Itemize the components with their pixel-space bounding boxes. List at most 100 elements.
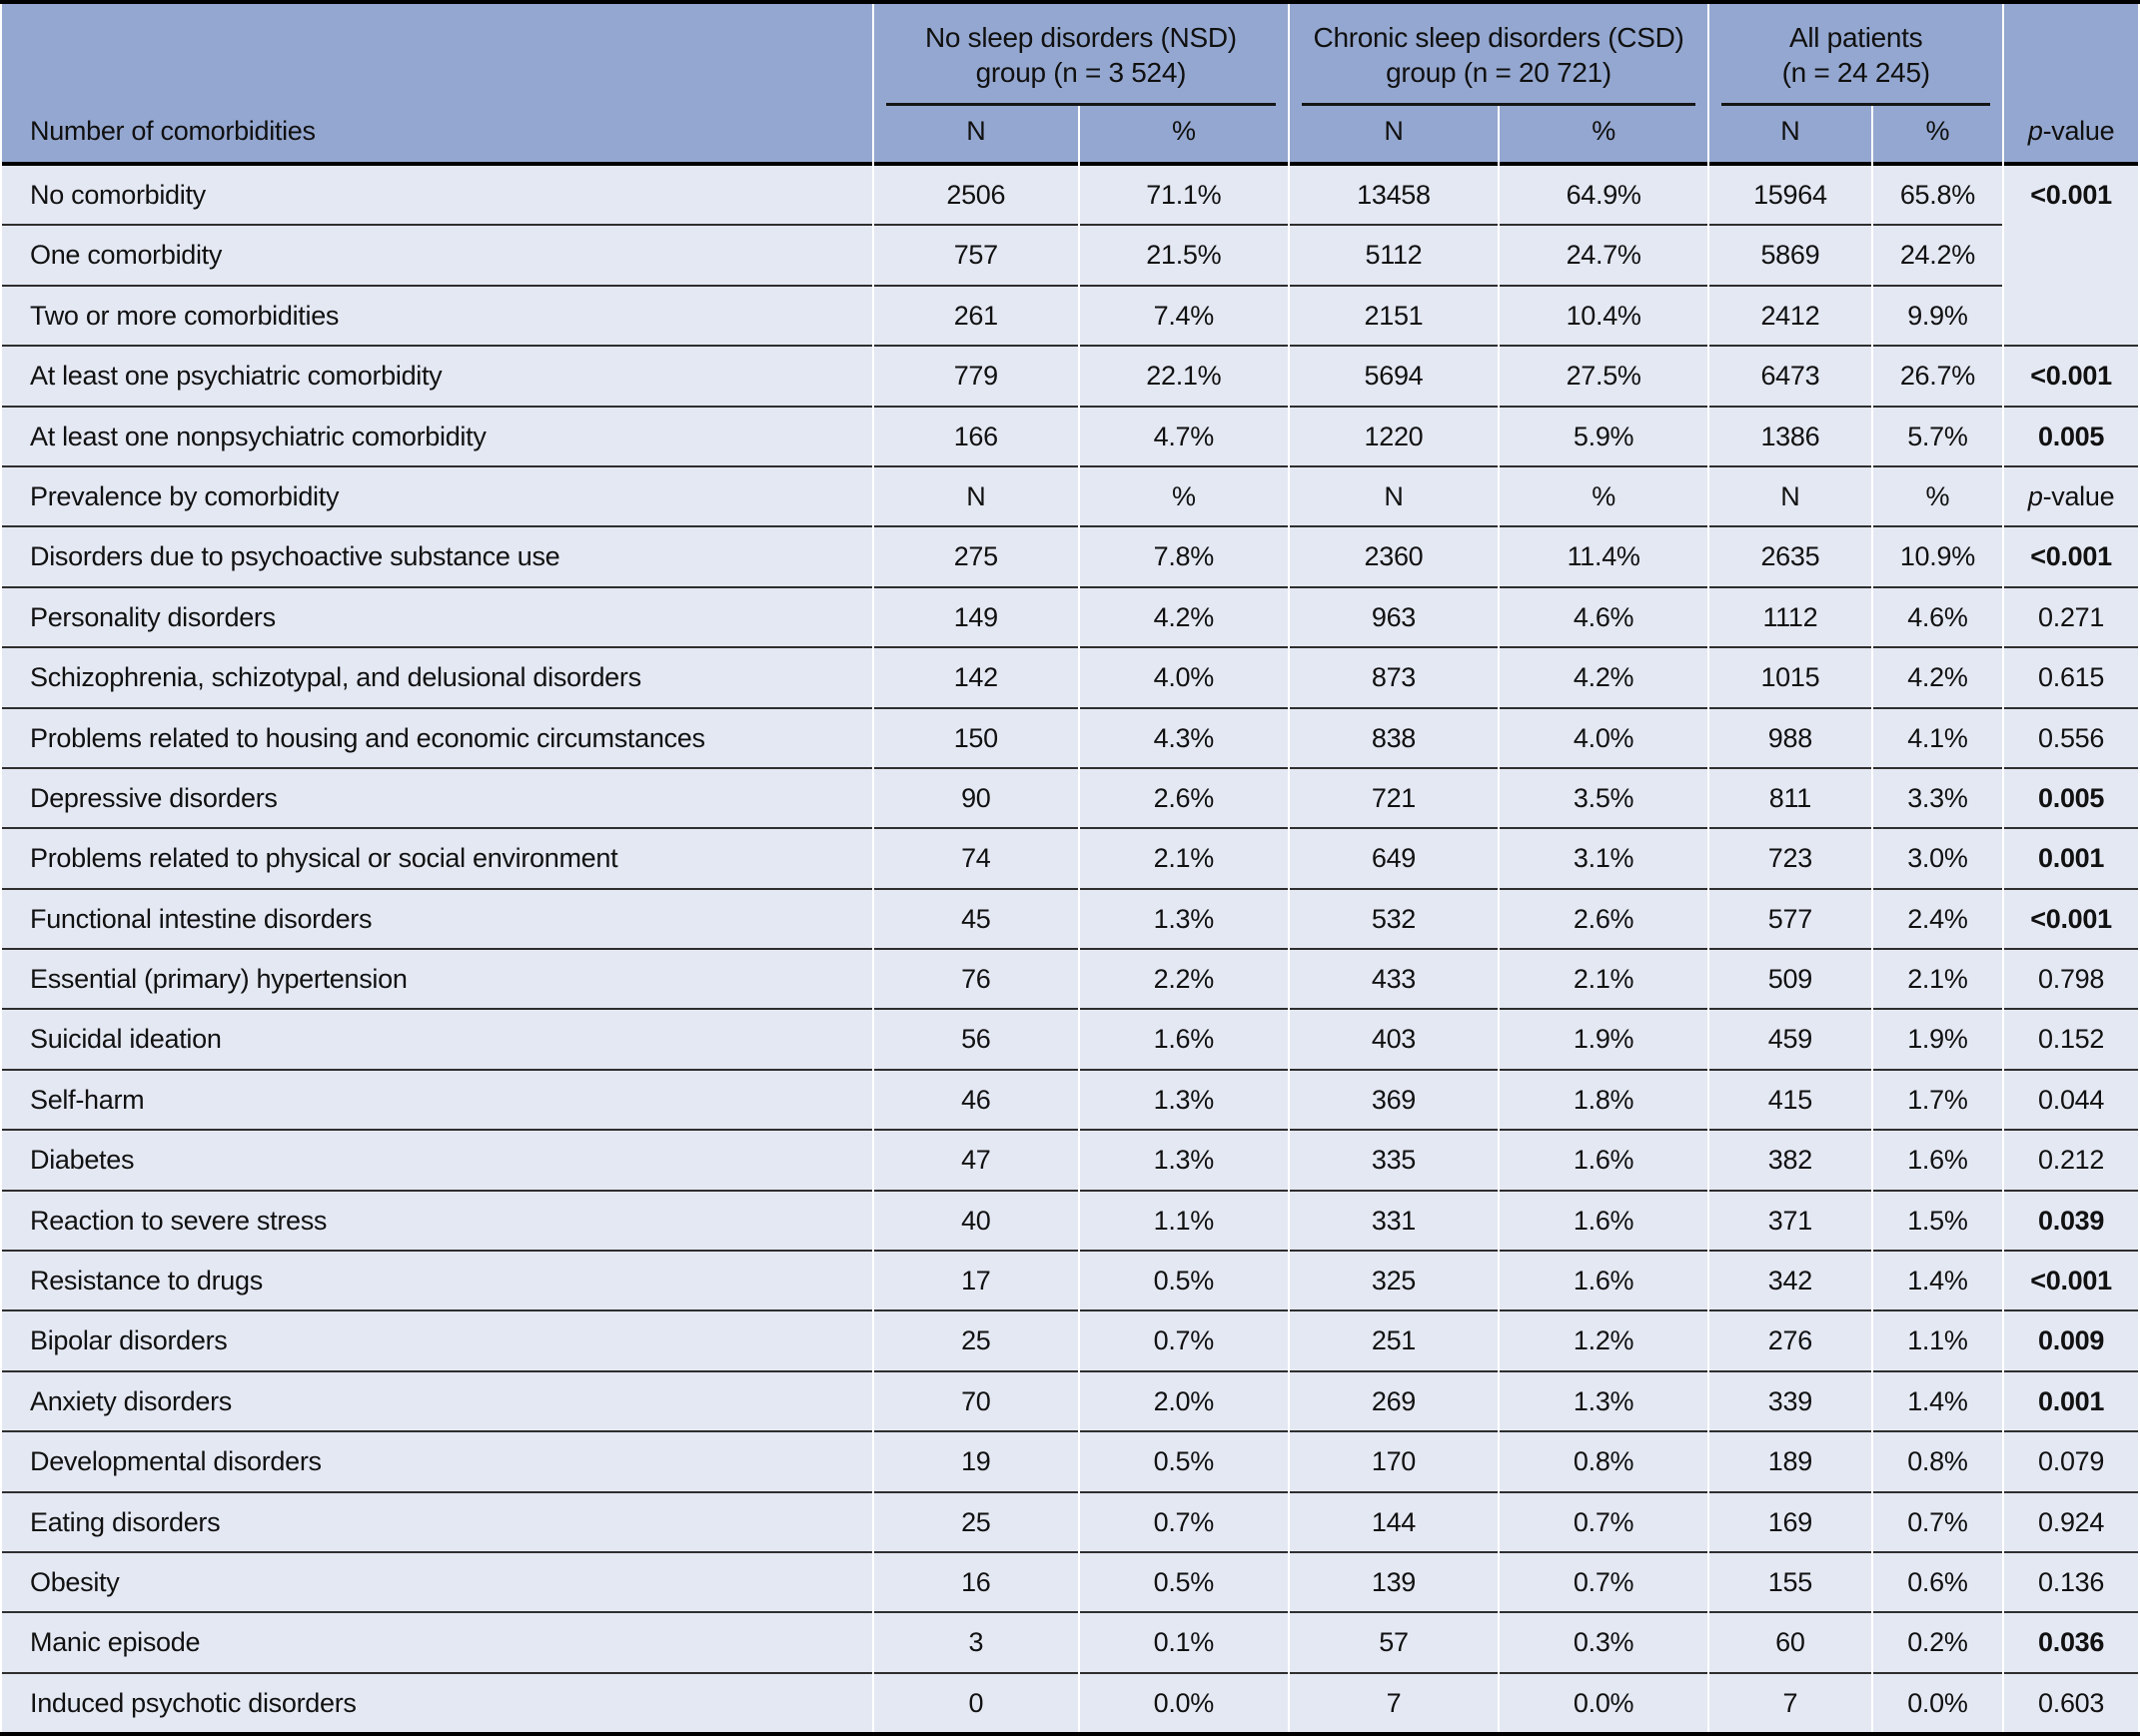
cell-nsd-pct: 4.3% (1079, 708, 1288, 769)
table-row: Problems related to housing and economic… (2, 708, 2138, 769)
cell-nsd-pct: 1.3% (1079, 889, 1288, 951)
cell-csd-n: 369 (1289, 1070, 1499, 1132)
cell-all-n: 189 (1709, 1432, 1871, 1493)
cell-pvalue: 0.001 (2004, 1371, 2138, 1433)
cell-pvalue: <0.001 (2004, 527, 2138, 588)
cell-all-pct: 0.7% (1872, 1492, 2003, 1553)
cell-pvalue: 0.556 (2004, 708, 2138, 769)
cell-all-pct: 24.2% (1872, 226, 2003, 287)
cell-all-pct: 1.9% (1872, 1010, 2003, 1071)
cell-nsd-n: 779 (873, 347, 1078, 408)
cell-nsd-n: 90 (873, 768, 1078, 830)
cell-all-n: 339 (1709, 1371, 1871, 1433)
row-label: One comorbidity (2, 226, 872, 287)
cell-csd-n: 1220 (1289, 407, 1499, 467)
cell-csd-pct: 0.8% (1500, 1432, 1708, 1493)
cell-pvalue: 0.079 (2004, 1432, 2138, 1493)
cell-csd-pct: 0.7% (1500, 1492, 1708, 1553)
cell-pvalue: 0.615 (2004, 648, 2138, 709)
cell-nsd-n: 0 (873, 1673, 1078, 1733)
cell-all-pct: 0.6% (1872, 1552, 2003, 1614)
cell-nsd-pct: 1.3% (1079, 1131, 1288, 1192)
row-label: At least one nonpsychiatric comorbidity (2, 407, 872, 467)
row-label: Disorders due to psychoactive substance … (2, 527, 872, 588)
cell-nsd-pct: 0.7% (1079, 1311, 1288, 1372)
cell-all-n: 1112 (1709, 587, 1871, 649)
cell-all-pct: 0.8% (1872, 1432, 2003, 1493)
cell-csd-pct: 4.6% (1500, 587, 1708, 649)
cell-csd-pct: 1.6% (1500, 1191, 1708, 1253)
cell-nsd-n: 74 (873, 829, 1078, 890)
table-row: Bipolar disorders 25 0.7% 251 1.2% 276 1.1% 0.0… (2, 1311, 2138, 1372)
cell-csd-pct: 1.3% (1500, 1371, 1708, 1433)
cell-csd-pct: 11.4% (1500, 527, 1708, 588)
cell-csd-pct: 5.9% (1500, 407, 1708, 467)
col-header-all-pct: % (1872, 106, 2003, 166)
cell-pvalue: <0.001 (2004, 347, 2138, 408)
table-row: No comorbidity 2506 71.1% 13458 64.9% 15964 65… (2, 166, 2138, 348)
row-label: Manic episode (2, 1613, 872, 1674)
cell-nsd-pct: 4.0% (1079, 648, 1288, 709)
group-csd-line2: group (n = 20 721) (1386, 57, 1611, 88)
col-header-csd-n: N (1289, 106, 1499, 166)
table-row: Obesity 16 0.5% 139 0.7% 155 0.6% 0.136 (2, 1552, 2138, 1614)
cell-csd-pct: 2.1% (1500, 950, 1708, 1011)
cell-csd-n: 403 (1289, 1010, 1499, 1071)
cell-pvalue: 0.044 (2004, 1070, 2138, 1132)
cell-pvalue: 0.212 (2004, 1131, 2138, 1192)
cell-pvalue: 0.009 (2004, 1311, 2138, 1372)
cell-csd-n: 873 (1289, 648, 1499, 709)
cell-pvalue: <0.001 (2004, 1252, 2138, 1312)
section-subheader-label: Prevalence by comorbidity (2, 466, 872, 528)
cell-all-n: 5869 (1709, 226, 1871, 287)
cell-nsd-n: 3 (873, 1613, 1078, 1674)
cell-all-pct: 1.6% (1872, 1131, 2003, 1192)
cell-csd-n: 5694 (1289, 347, 1499, 408)
header-spacer-pvalue-col (2004, 4, 2138, 106)
cell-csd-pct: 1.8% (1500, 1070, 1708, 1132)
table-row: Functional intestine disorders 45 1.3% 532 2… (2, 889, 2138, 951)
table-row: Problems related to physical or social e… (2, 829, 2138, 890)
cell-csd-n: 433 (1289, 950, 1499, 1011)
section-subheader-col-5: % (1872, 466, 2003, 528)
pvalue-p-italic: p (2027, 480, 2043, 511)
cell-all-n: 15964 (1709, 166, 1871, 227)
cell-nsd-n: 17 (873, 1252, 1078, 1312)
table-row: Resistance to drugs 17 0.5% 325 1.6% 342 1.4% <… (2, 1252, 2138, 1312)
group-csd-line1: Chronic sleep disorders (CSD) (1313, 22, 1684, 53)
table-row: Manic episode 3 0.1% 57 0.3% 60 0.2% 0.036 (2, 1613, 2138, 1674)
cell-all-n: 509 (1709, 950, 1871, 1011)
section-subheader-row: Prevalence by comorbidity N% N% N% p-value (2, 466, 2138, 528)
cell-all-pct: 1.4% (1872, 1371, 2003, 1433)
cell-csd-n: 139 (1289, 1552, 1499, 1614)
cell-all-pct: 2.1% (1872, 950, 2003, 1011)
cell-all-n: 1386 (1709, 407, 1871, 467)
section-subheader-pvalue: p-value (2004, 466, 2138, 528)
pvalue-p-italic: p (2027, 116, 2043, 146)
cell-nsd-n: 46 (873, 1070, 1078, 1132)
cell-csd-n: 170 (1289, 1432, 1499, 1493)
row-label: Induced psychotic disorders (2, 1673, 872, 1733)
row-label: Problems related to housing and economic… (2, 708, 872, 769)
cell-pvalue: 0.603 (2004, 1673, 2138, 1733)
group-all-line1: All patients (1788, 22, 1923, 53)
row-label: Self-harm (2, 1070, 872, 1132)
cell-all-pct: 9.9% (1872, 286, 2003, 348)
row-label: Two or more comorbidities (2, 286, 872, 348)
row-label: Developmental disorders (2, 1432, 872, 1493)
cell-csd-n: 13458 (1289, 166, 1499, 227)
cell-pvalue: 0.005 (2004, 768, 2138, 830)
cell-nsd-pct: 71.1% (1079, 166, 1288, 227)
cell-all-n: 6473 (1709, 347, 1871, 408)
group-header-all: All patients (n = 24 245) (1709, 4, 2003, 106)
cell-all-pct: 4.1% (1872, 708, 2003, 769)
cell-pvalue: 0.136 (2004, 1552, 2138, 1614)
row-label: Suicidal ideation (2, 1010, 872, 1071)
cell-csd-n: 57 (1289, 1613, 1499, 1674)
cell-all-n: 577 (1709, 889, 1871, 951)
table-row: Self-harm 46 1.3% 369 1.8% 415 1.7% 0.044 (2, 1070, 2138, 1132)
cell-csd-pct: 3.5% (1500, 768, 1708, 830)
cell-nsd-n: 2506 (873, 166, 1078, 227)
